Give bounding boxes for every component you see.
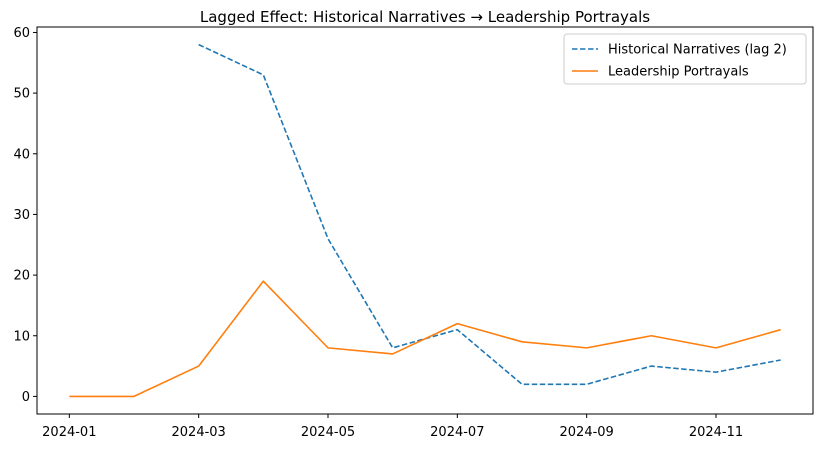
axis-ticks: 0 10 20 30 40 50 60 2024-01 2024-03 2024-05 2024-0…	[13, 26, 743, 440]
y-tick-label: 50	[13, 87, 30, 102]
legend-label: Leadership Portrayals	[608, 65, 749, 80]
y-tick-label: 0	[22, 390, 30, 405]
series-layer	[69, 43, 781, 398]
x-tick-label: 2024-07	[430, 425, 484, 440]
plot-frame	[36, 26, 814, 415]
x-tick-label: 2024-11	[689, 425, 743, 440]
y-tick-label: 40	[13, 147, 30, 162]
x-tick-label: 2024-03	[172, 425, 226, 440]
y-tick-label: 20	[13, 269, 30, 284]
y-tick-label: 10	[13, 329, 30, 344]
x-tick-label: 2024-01	[42, 425, 96, 440]
y-tick-label: 60	[13, 26, 30, 41]
x-tick-label: 2024-09	[560, 425, 614, 440]
series-line-2	[69, 280, 781, 398]
series-line-1	[198, 43, 781, 386]
legend-label: Historical Narratives (lag 2)	[608, 43, 787, 58]
legend-box	[563, 33, 807, 85]
x-tick-label: 2024-05	[301, 425, 355, 440]
chart-title: Lagged Effect: Historical Narratives → L…	[200, 8, 650, 26]
legend: Historical Narratives (lag 2) Leadership …	[563, 33, 807, 85]
y-tick-label: 30	[13, 208, 30, 223]
